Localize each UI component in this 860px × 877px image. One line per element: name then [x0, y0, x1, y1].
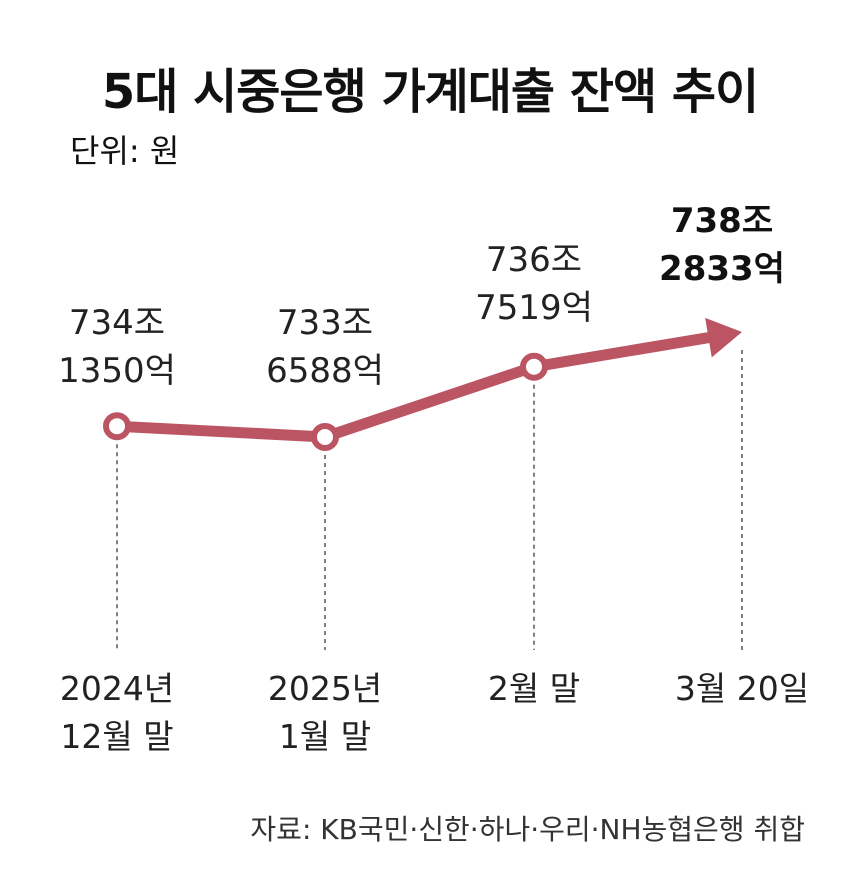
value-label: 733조 — [277, 303, 373, 343]
series-polyline — [116, 331, 712, 443]
value-label: 738조 — [671, 201, 773, 241]
x-tick-labels: 2024년 12월 말 2025년 1월 말 2월 말 3월 20일 — [60, 669, 809, 756]
value-label: 734조 — [69, 303, 165, 343]
x-tick-label: 1월 말 — [279, 717, 371, 756]
x-tick-label: 2025년 — [268, 669, 382, 708]
data-point-marker — [520, 352, 548, 381]
series-line — [116, 317, 742, 443]
x-tick-label: 3월 20일 — [675, 669, 809, 708]
value-label: 2833억 — [659, 249, 785, 289]
x-tick-label: 2월 말 — [488, 669, 580, 708]
value-label: 6588억 — [266, 351, 384, 391]
data-markers — [103, 352, 548, 451]
data-point-marker — [311, 423, 339, 451]
value-label: 1350억 — [58, 351, 176, 391]
guide-lines — [116, 350, 743, 650]
page-title: 5대 시중은행 가계대출 잔액 추이 — [101, 64, 759, 120]
x-tick-label: 12월 말 — [60, 717, 173, 756]
value-label: 736조 — [486, 240, 582, 280]
arrow-head — [705, 317, 742, 358]
data-point-marker — [103, 412, 131, 441]
x-tick-label: 2024년 — [60, 669, 174, 708]
value-label: 7519억 — [475, 288, 593, 328]
unit-label: 단위: 원 — [70, 132, 180, 170]
source-note: 자료: KB국민·신한·하나·우리·NH농협은행 취합 — [250, 813, 805, 846]
value-labels: 734조 1350억 733조 6588억 736조 7519억 738조 2833억 — [58, 201, 785, 391]
